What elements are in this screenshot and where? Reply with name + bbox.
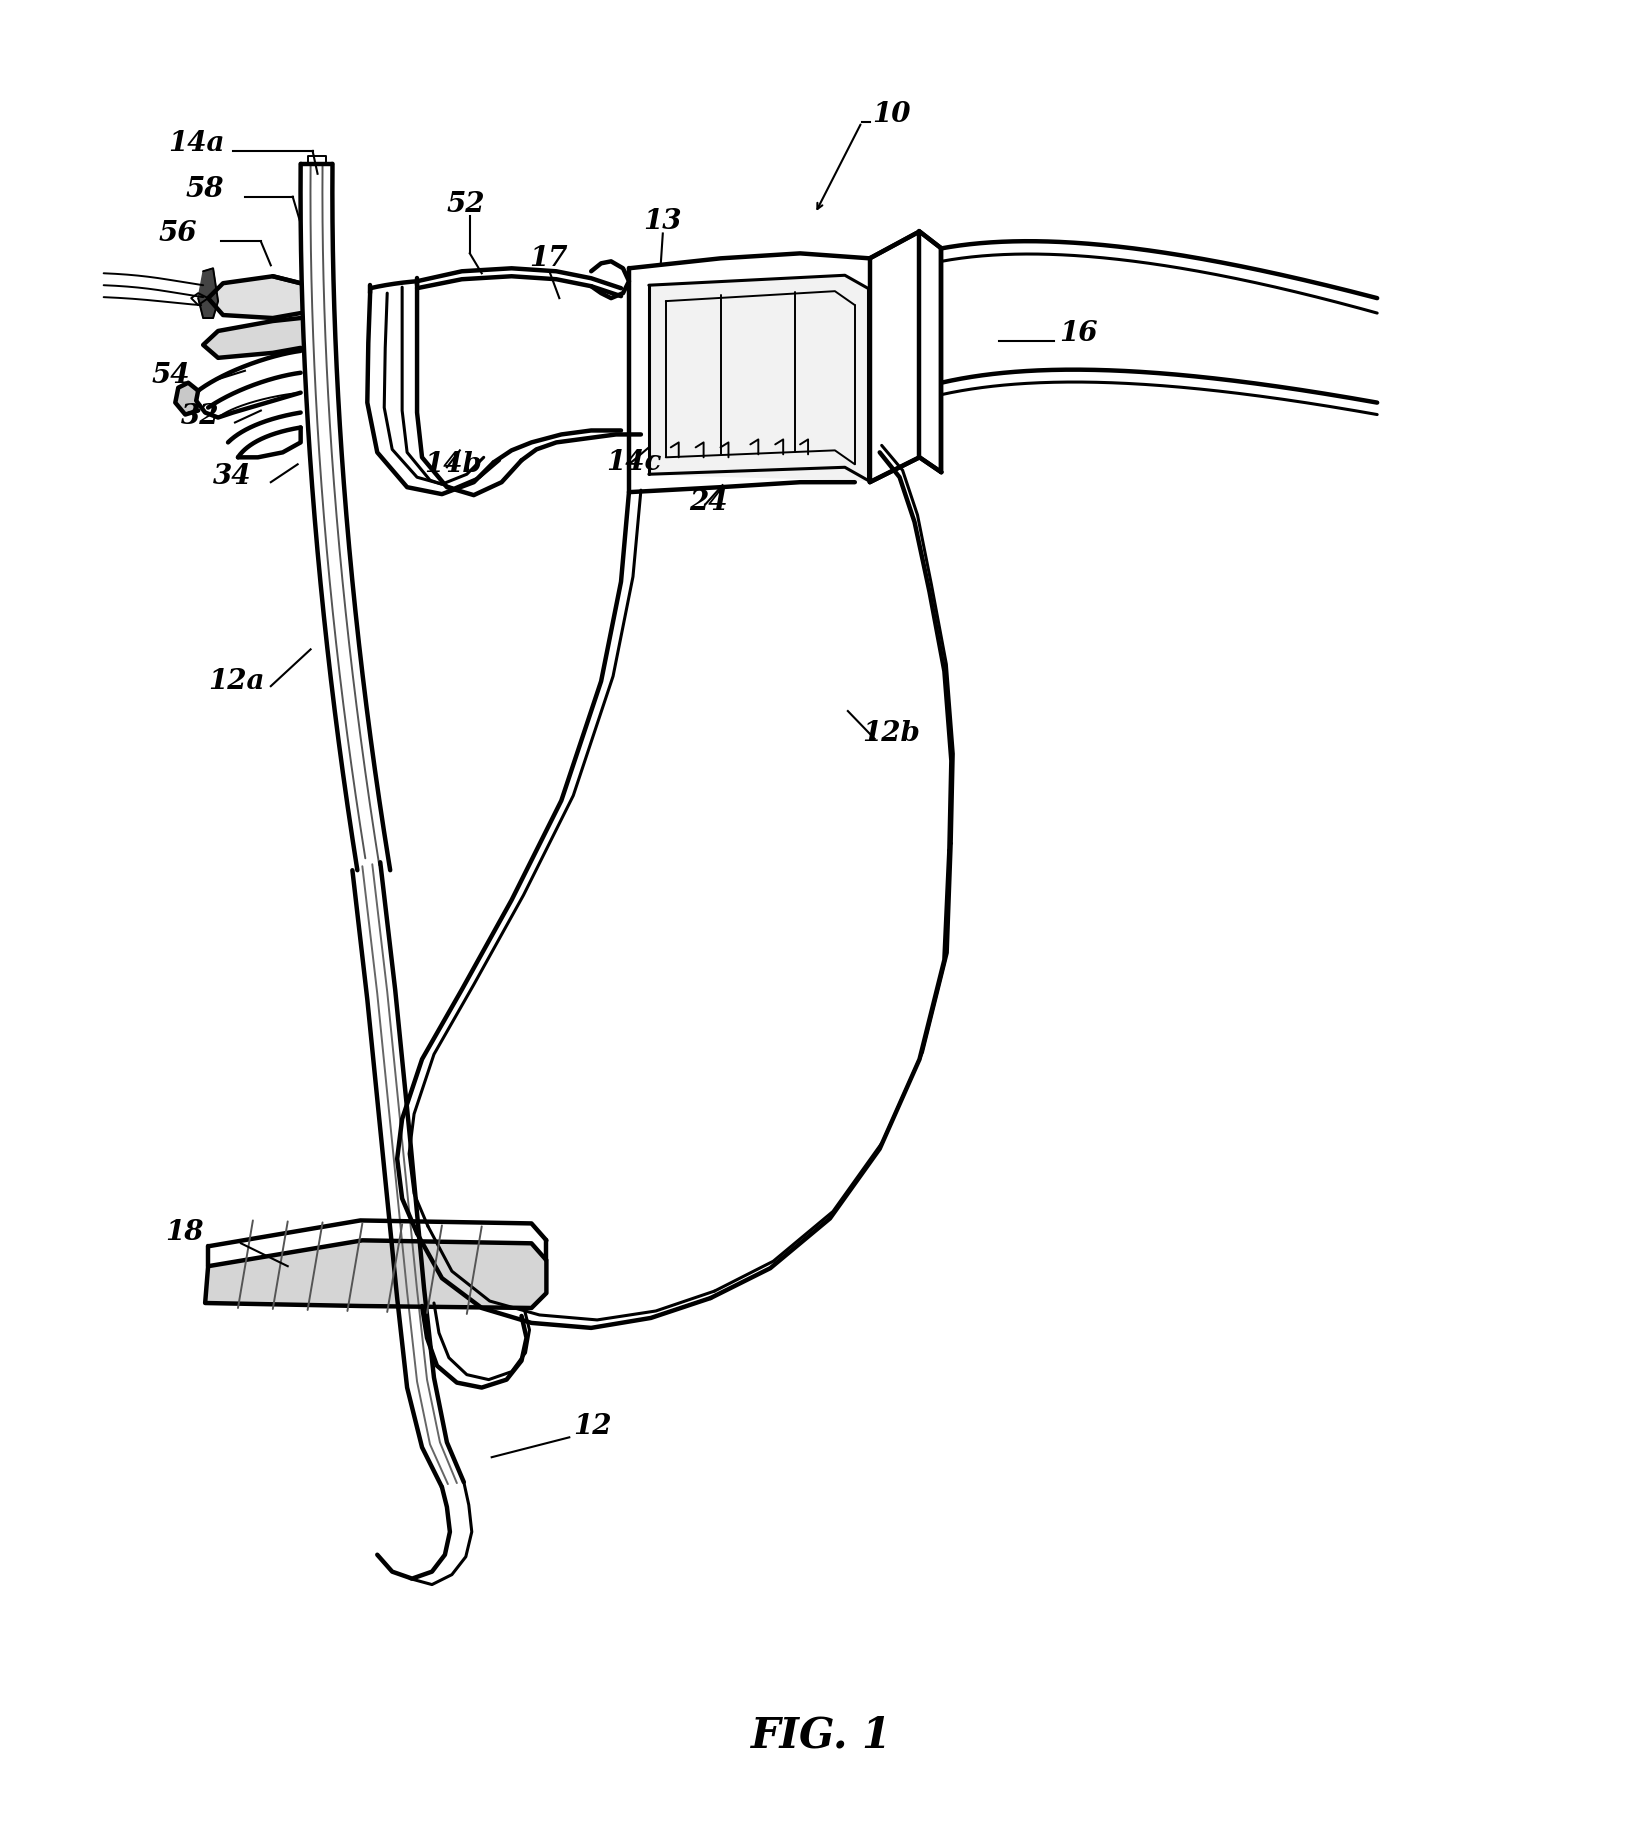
Text: 14c: 14c [606, 449, 662, 477]
Polygon shape [209, 276, 300, 318]
Polygon shape [649, 276, 867, 481]
Text: 58: 58 [186, 175, 223, 203]
Text: 54: 54 [151, 362, 190, 389]
Polygon shape [204, 318, 300, 358]
Text: 56: 56 [158, 221, 197, 247]
Text: 17: 17 [529, 245, 568, 272]
Text: 12: 12 [573, 1414, 612, 1440]
Text: 34: 34 [213, 464, 251, 490]
Text: 24: 24 [688, 490, 727, 515]
Polygon shape [176, 382, 199, 415]
Text: 14a: 14a [169, 130, 225, 157]
Text: 52: 52 [447, 190, 486, 217]
Text: 13: 13 [644, 208, 681, 236]
Text: 16: 16 [1059, 320, 1097, 347]
Text: 12b: 12b [862, 720, 920, 747]
Text: 12a: 12a [209, 669, 264, 694]
Polygon shape [205, 1241, 547, 1308]
Text: 10: 10 [872, 100, 910, 128]
Text: 18: 18 [166, 1219, 204, 1246]
Text: 14b: 14b [424, 451, 481, 479]
Text: 32: 32 [181, 404, 220, 431]
Text: FIG. 1: FIG. 1 [750, 1716, 892, 1758]
Polygon shape [199, 269, 218, 318]
